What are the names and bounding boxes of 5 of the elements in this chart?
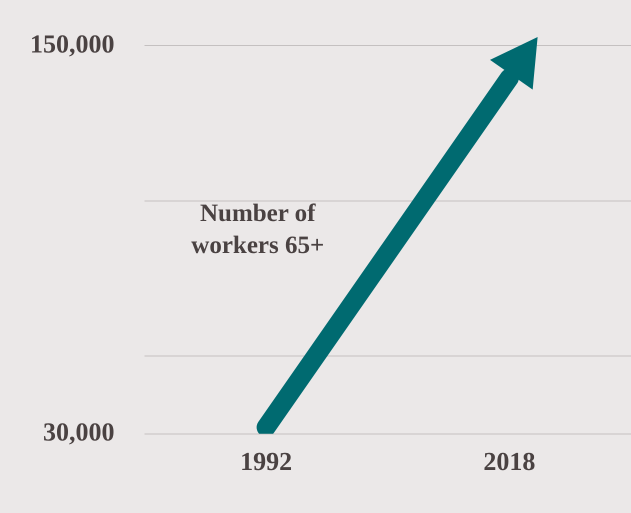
y-tick-label: 30,000 (43, 418, 114, 447)
x-tick-label: 1992 (240, 447, 292, 476)
x-tick-label: 2018 (483, 447, 536, 476)
y-tick-label: 150,000 (30, 29, 114, 58)
series-label: Number of workers 65+ (191, 200, 324, 260)
